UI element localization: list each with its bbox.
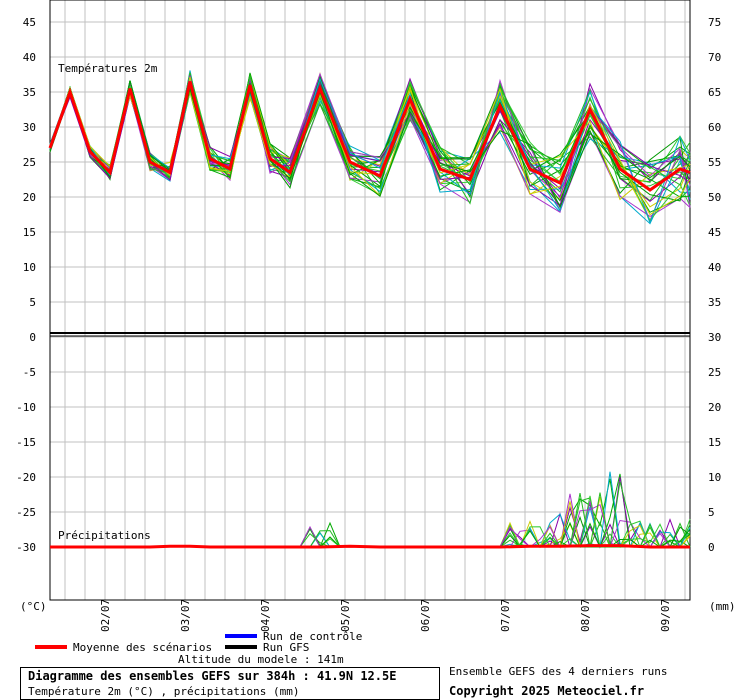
- right-tick-label: 40: [708, 261, 721, 274]
- left-tick-label: 15: [23, 226, 36, 239]
- left-tick-label: -5: [23, 366, 36, 379]
- right-tick-label: 75: [708, 16, 721, 29]
- right-units-label: (mm): [709, 600, 736, 613]
- right-tick-label: 65: [708, 86, 721, 99]
- x-tick-label: 09/07: [659, 599, 672, 632]
- left-tick-label: 20: [23, 191, 36, 204]
- left-tick-label: 30: [23, 121, 36, 134]
- x-tick-label: 07/07: [499, 599, 512, 632]
- mean-series: [48, 81, 691, 549]
- left-tick-label: 0: [29, 331, 36, 344]
- x-tick-label: 05/07: [339, 599, 352, 632]
- right-tick-label: 10: [708, 471, 721, 484]
- ensemble-note: Ensemble GEFS des 4 derniers runs: [449, 665, 668, 678]
- left-tick-label: 45: [23, 16, 36, 29]
- footer-subtitle: Température 2m (°C) , précipitations (mm…: [28, 685, 300, 698]
- left-tick-label: 35: [23, 86, 36, 99]
- right-tick-label: 55: [708, 156, 721, 169]
- axis-ticks: 454035302520151050-5-10-15-20-25-3075706…: [16, 16, 721, 632]
- x-tick-label: 03/07: [179, 599, 192, 632]
- right-tick-label: 15: [708, 436, 721, 449]
- left-tick-label: 40: [23, 51, 36, 64]
- x-tick-label: 02/07: [99, 599, 112, 632]
- left-tick-label: -10: [16, 401, 36, 414]
- right-tick-label: 20: [708, 401, 721, 414]
- left-units-label: (°C): [20, 600, 47, 613]
- right-tick-label: 60: [708, 121, 721, 134]
- grid-lines: [49, 0, 691, 601]
- right-tick-label: 70: [708, 51, 721, 64]
- right-tick-label: 5: [708, 506, 715, 519]
- footer-title: Diagramme des ensembles GEFS sur 384h : …: [28, 669, 397, 683]
- temp-panel-label: Températures 2m: [58, 62, 158, 75]
- legend-control-label: Run de contrôle: [263, 630, 362, 643]
- copyright: Copyright 2025 Meteociel.fr: [449, 684, 645, 698]
- plot-background: [50, 0, 690, 600]
- left-tick-label: -15: [16, 436, 36, 449]
- x-tick-label: 06/07: [419, 599, 432, 632]
- right-tick-label: 35: [708, 296, 721, 309]
- right-tick-label: 25: [708, 366, 721, 379]
- right-tick-label: 0: [708, 541, 715, 554]
- left-tick-label: 5: [29, 296, 36, 309]
- left-tick-label: -20: [16, 471, 36, 484]
- altitude-label: Altitude du modele : 141m: [178, 653, 344, 666]
- left-tick-label: 25: [23, 156, 36, 169]
- right-tick-label: 45: [708, 226, 721, 239]
- left-tick-label: 10: [23, 261, 36, 274]
- precip-panel-label: Précipitations: [58, 529, 151, 542]
- left-tick-label: -30: [16, 541, 36, 554]
- precip-mean-line: [50, 544, 690, 549]
- plot-frame: [49, 0, 691, 601]
- x-tick-label: 04/07: [259, 599, 272, 632]
- left-tick-label: -25: [16, 506, 36, 519]
- right-tick-label: 30: [708, 331, 721, 344]
- x-tick-label: 08/07: [579, 599, 592, 632]
- legend-mean-label: Moyenne des scénarios: [73, 641, 212, 654]
- legend-gfs-label: Run GFS: [263, 641, 309, 654]
- temp-mean-line: [48, 81, 691, 192]
- right-tick-label: 50: [708, 191, 721, 204]
